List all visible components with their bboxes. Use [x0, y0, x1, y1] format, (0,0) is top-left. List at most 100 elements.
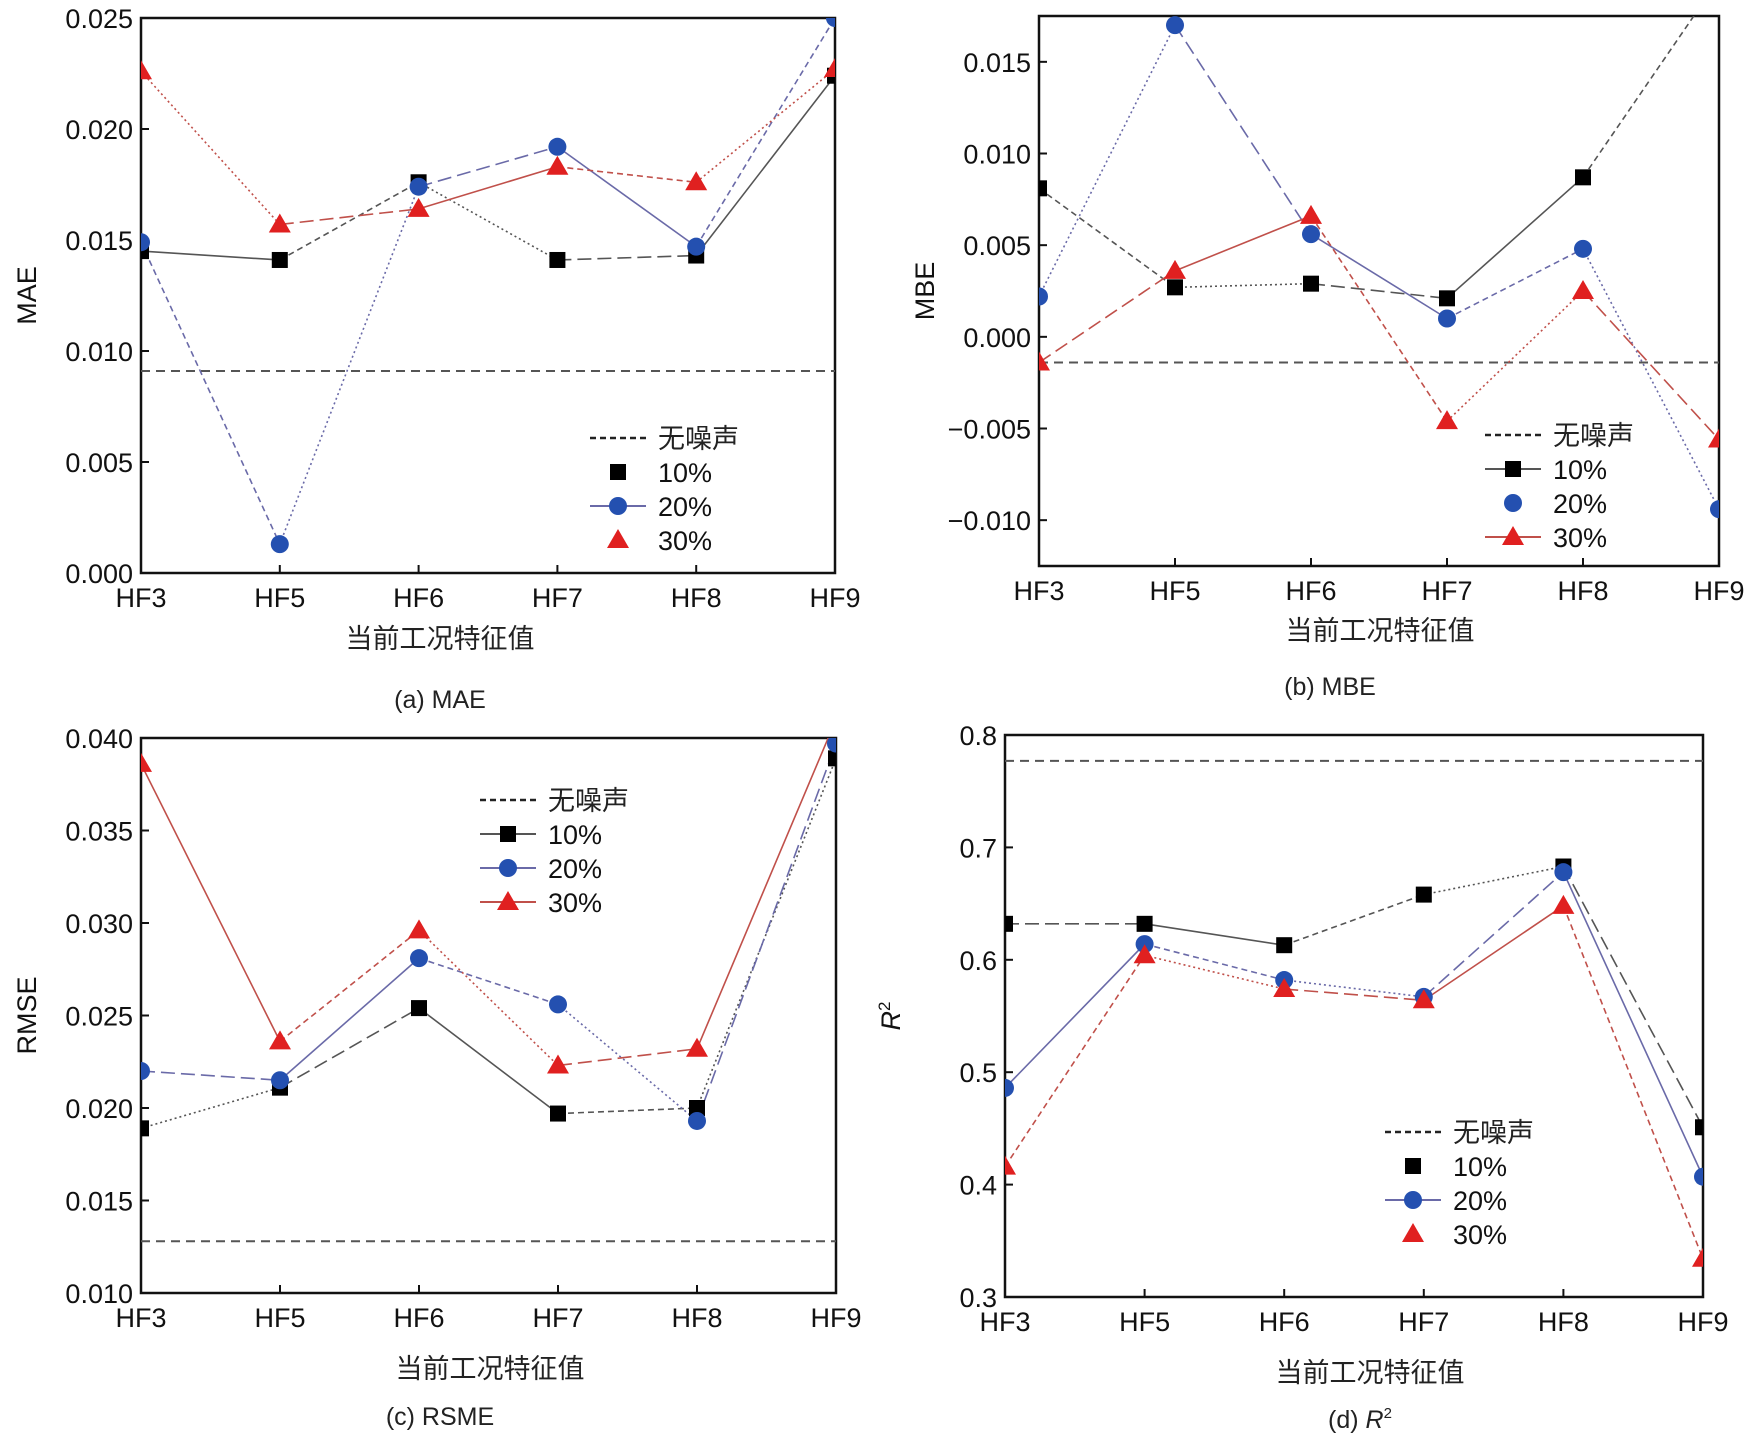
y-tick-label: 0.010 — [65, 1279, 133, 1309]
x-tick-label: HF5 — [1119, 1307, 1170, 1337]
data-point-30pct — [1273, 978, 1296, 998]
y-tick-label: 0.015 — [65, 1187, 133, 1217]
legend-label: 10% — [1553, 455, 1607, 485]
legend-item: 无噪声 — [1485, 421, 1634, 452]
data-point-30pct — [1436, 410, 1458, 430]
plot-area — [1005, 759, 1703, 1267]
legend-swatch-marker — [1505, 461, 1521, 477]
series-segment-10pct — [1582, 16, 1695, 178]
data-point-20pct — [1694, 1167, 1703, 1186]
series-segment-30pct — [418, 165, 558, 210]
series-segment-20pct — [557, 1003, 698, 1122]
x-tick-label: HF8 — [671, 1303, 722, 1333]
data-point-30pct — [1552, 894, 1575, 914]
panel-caption: (a) MAE — [394, 686, 486, 714]
panel-caption: (c) RSME — [386, 1403, 494, 1431]
data-point-10pct — [1167, 279, 1183, 296]
data-point-20pct — [1135, 935, 1154, 954]
plot-frame — [139, 736, 838, 1295]
data-point-10pct — [1415, 886, 1432, 903]
data-point-10pct — [828, 750, 836, 767]
y-tick-label: −0.010 — [948, 506, 1031, 536]
legend-swatch-marker — [1404, 1191, 1422, 1209]
x-tick-label: HF6 — [1285, 576, 1336, 606]
data-point-10pct — [1276, 937, 1293, 954]
series-segment-10pct — [418, 181, 558, 261]
x-axis-title: 当前工况特征值 — [1286, 616, 1475, 647]
data-point-30pct — [1412, 989, 1435, 1009]
y-tick-label: 0.040 — [65, 724, 133, 754]
chart-panel-a: 0.000 0.005 0.010 0.015 0.020 0.025 HF3 HF5 HF6 H… — [12, 4, 861, 714]
x-tick-label: HF5 — [254, 583, 305, 613]
series-segment-10pct — [1283, 893, 1425, 946]
series-segment-30pct — [141, 763, 281, 1042]
legend-label: 30% — [1453, 1220, 1507, 1250]
data-point-30pct — [824, 58, 835, 78]
series-segment-20pct — [696, 743, 836, 1122]
data-point-20pct — [141, 233, 150, 252]
data-point-20pct — [826, 18, 835, 27]
data-point-30pct — [686, 1037, 708, 1057]
data-point-30pct — [1039, 351, 1050, 371]
legend-swatch-marker — [499, 859, 517, 877]
series-segment-30pct — [418, 929, 559, 1067]
legend-label: 30% — [1553, 523, 1607, 553]
legend-item: 30% — [607, 526, 712, 556]
x-tick-label: HF8 — [671, 583, 722, 613]
data-point-30pct — [1164, 259, 1186, 279]
y-axis-title: MAE — [12, 266, 42, 325]
data-point-20pct — [1302, 225, 1320, 244]
x-tick-label: HF9 — [1693, 576, 1744, 606]
series-segment-10pct — [1039, 187, 1176, 288]
series-segment-20pct — [1423, 871, 1564, 998]
legend-item: 无噪声 — [480, 786, 629, 817]
y-tick-label: 0.4 — [959, 1171, 997, 1201]
series-segment-30pct — [1144, 954, 1285, 990]
plot-frame — [1003, 733, 1705, 1299]
data-point-30pct — [408, 919, 430, 939]
legend-item: 10% — [480, 820, 602, 850]
series-segment-30pct — [1582, 290, 1719, 441]
legend-item: 20% — [1385, 1186, 1507, 1216]
data-point-30pct — [1005, 1155, 1016, 1175]
series-segment-10pct — [695, 75, 835, 257]
data-point-30pct — [1300, 204, 1322, 224]
x-tick-label: HF3 — [115, 1303, 166, 1333]
series-segment-20pct — [279, 957, 420, 1081]
series-segment-10pct — [1174, 282, 1312, 289]
series-segment-30pct — [1174, 215, 1312, 272]
data-point-30pct — [1692, 1247, 1703, 1267]
legend-item: 30% — [1485, 523, 1607, 553]
data-point-20pct — [548, 137, 567, 156]
series-segment-20pct — [1582, 248, 1719, 510]
y-tick-label: 0.7 — [959, 833, 997, 863]
plot-area — [141, 18, 835, 554]
series-segment-10pct — [279, 1007, 420, 1089]
data-point-20pct — [1554, 863, 1573, 882]
legend-label: 30% — [548, 888, 602, 918]
series-segment-30pct — [1310, 215, 1448, 422]
y-tick-label: 0.015 — [963, 48, 1031, 78]
chart-panel-d: 0.3 0.4 0.5 0.6 0.7 0.8 HF3 HF5 HF6 HF7 HF8 HF9 当前工况… — [875, 721, 1729, 1434]
x-tick-label: HF7 — [1398, 1307, 1449, 1337]
data-point-20pct — [1710, 500, 1719, 519]
legend-swatch-marker — [609, 497, 627, 515]
series-segment-30pct — [1005, 954, 1146, 1168]
chart-panel-c: 0.010 0.015 0.020 0.025 0.030 0.035 0.040 HF3 HF… — [12, 724, 862, 1431]
data-point-30pct — [685, 171, 708, 191]
legend-swatch-marker — [1402, 1223, 1424, 1242]
data-point-10pct — [1005, 915, 1013, 932]
y-axis-title: MBE — [910, 262, 940, 321]
legend-item: 10% — [1485, 455, 1607, 485]
legend-label: 20% — [1453, 1186, 1507, 1216]
series-segment-20pct — [556, 146, 697, 248]
x-tick-label: HF7 — [532, 1303, 583, 1333]
series-segment-10pct — [1423, 865, 1564, 896]
data-point-10pct — [271, 251, 288, 268]
legend-label: 10% — [1453, 1152, 1507, 1182]
plot-area — [1039, 16, 1719, 519]
legend-label: 10% — [658, 458, 712, 488]
series-segment-20pct — [1005, 943, 1146, 1089]
legend-label: 无噪声 — [548, 786, 629, 817]
